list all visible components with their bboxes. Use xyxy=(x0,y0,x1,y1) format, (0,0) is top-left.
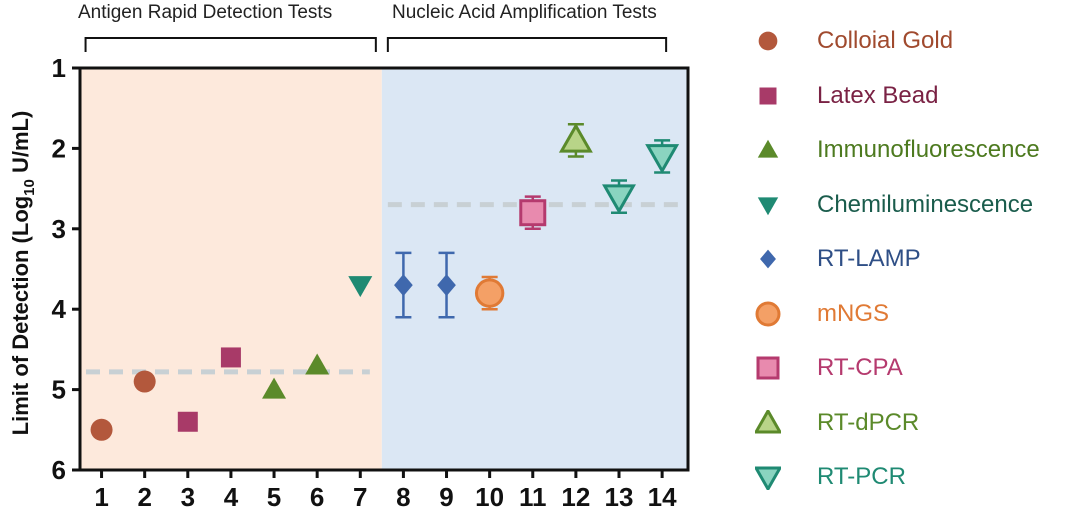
nucleic-group-label: Nucleic Acid Amplification Tests xyxy=(392,2,657,23)
data-point-rt-dpcr xyxy=(558,122,593,153)
x-tick-label: 2 xyxy=(137,482,151,512)
legend-marker-rt-pcr xyxy=(755,466,781,490)
legend-marker-rt-cpa xyxy=(756,356,780,380)
data-point-rt-cpa xyxy=(519,199,547,227)
data-point-immunofluorescence xyxy=(305,353,330,375)
legend-marker-shape xyxy=(757,139,779,158)
antigen-group-label: Antigen Rapid Detection Tests xyxy=(78,2,333,23)
legend-item-latex-bead: Latex Bead xyxy=(755,79,1075,113)
plot-frame xyxy=(78,66,690,472)
x-tick-label: 14 xyxy=(648,482,677,512)
x-tick-label: 10 xyxy=(475,482,504,512)
legend-marker-shape xyxy=(759,87,777,104)
legend-item-chemiluminescence: Chemiluminescence xyxy=(755,188,1075,222)
legend-label: Immunofluorescence xyxy=(817,136,1040,163)
data-point-rt-pcr xyxy=(645,144,680,174)
y-tick-label: 5 xyxy=(52,375,66,405)
data-point-chemiluminescence xyxy=(348,276,373,298)
legend-marker-immunofluorescence xyxy=(757,139,779,158)
x-tick-label: 3 xyxy=(181,482,195,512)
data-point-colloial-gold xyxy=(133,370,156,393)
y-tick-label: 2 xyxy=(52,133,66,163)
legend-item-rt-cpa: RT-CPA xyxy=(755,351,1075,385)
legend-label: RT-CPA xyxy=(817,354,903,381)
legend-item-immunofluorescence: Immunofluorescence xyxy=(755,133,1075,167)
x-tick-label: 11 xyxy=(519,482,547,512)
legend-marker-shape xyxy=(758,31,778,51)
legend-marker-rt-dpcr xyxy=(755,409,781,433)
legend-marker-rt-lamp xyxy=(760,249,776,269)
legend-item-rt-dpcr: RT-dPCR xyxy=(755,406,1075,440)
nucleic-background xyxy=(381,68,688,470)
x-tick-label: 12 xyxy=(561,482,590,512)
y-tick-label: 6 xyxy=(52,455,66,485)
legend-label: Chemiluminescence xyxy=(817,190,1034,218)
x-tick-label: 13 xyxy=(605,482,634,512)
data-point-rt-lamp xyxy=(394,274,413,297)
legend-item-colloial-gold: Colloial Gold xyxy=(755,24,1075,58)
legend-marker-latex-bead xyxy=(759,87,777,104)
x-tick-label: 5 xyxy=(267,482,281,512)
legend-marker-shape xyxy=(755,409,781,433)
data-point-latex-bead xyxy=(177,411,198,432)
legend-item-mngs: mNGS xyxy=(755,297,1075,331)
y-axis-label: Limit of Detection (Log10 U/mL) xyxy=(8,111,38,436)
legend-item-rt-pcr: RT-PCR xyxy=(755,460,1075,494)
legend-label: RT-PCR xyxy=(817,463,906,490)
y-tick-label: 3 xyxy=(52,214,66,244)
x-tick-label: 1 xyxy=(94,482,108,512)
data-point-mngs xyxy=(474,278,505,308)
legend-marker-shape xyxy=(757,196,779,215)
antigen-bracket xyxy=(84,37,377,52)
data-point-immunofluorescence xyxy=(262,377,287,399)
data-point-rt-pcr xyxy=(602,184,636,215)
data-point-colloial-gold xyxy=(90,418,113,441)
legend-label: RT-dPCR xyxy=(817,408,920,436)
data-point-rt-lamp xyxy=(437,274,456,297)
legend-marker-shape xyxy=(755,466,781,490)
x-tick-label: 8 xyxy=(396,482,410,512)
legend-marker-mngs xyxy=(755,301,781,326)
legend-marker-shape xyxy=(755,301,781,326)
legend-marker-chemiluminescence xyxy=(757,196,779,215)
legend-marker-shape xyxy=(760,249,776,269)
legend-label: mNGS xyxy=(817,299,889,327)
antigen-background xyxy=(80,68,382,470)
x-tick-label: 7 xyxy=(353,482,367,512)
legend-label: RT-LAMP xyxy=(817,245,921,272)
legend-marker-shape xyxy=(756,356,780,380)
x-tick-label: 6 xyxy=(310,482,324,512)
legend-label: Latex Bead xyxy=(817,81,939,109)
legend-label: Colloial Gold xyxy=(817,27,954,54)
x-tick-label: 9 xyxy=(439,482,453,512)
data-point-latex-bead xyxy=(220,347,241,368)
legend-item-rt-lamp: RT-LAMP xyxy=(755,242,1075,276)
nucleic-bracket xyxy=(386,37,668,52)
y-tick-label: 4 xyxy=(52,294,67,324)
x-tick-label: 4 xyxy=(224,482,239,512)
legend-marker-colloial-gold xyxy=(758,31,778,51)
y-tick-label: 1 xyxy=(52,53,66,83)
